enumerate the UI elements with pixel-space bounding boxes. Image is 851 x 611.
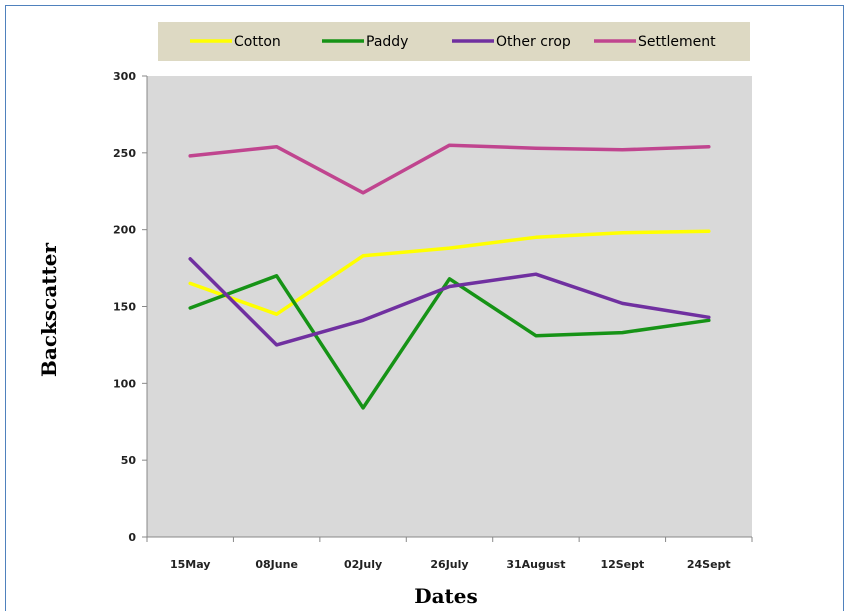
series-line-cotton bbox=[188, 229, 711, 316]
y-tick-label: 200 bbox=[113, 224, 136, 237]
x-axis-ticks: 15May 08June 02July 26July 31August 12Sept 24S… bbox=[146, 537, 753, 571]
y-tick-label: 100 bbox=[113, 377, 136, 390]
y-tick-label: 0 bbox=[128, 531, 136, 544]
x-tick-label: 24Sept bbox=[687, 558, 731, 571]
y-axis-title: Backscatter bbox=[37, 243, 61, 377]
series-line-other-crop bbox=[188, 257, 711, 347]
y-tick-label: 250 bbox=[113, 147, 136, 160]
x-tick-label: 12Sept bbox=[600, 558, 644, 571]
x-tick-label: 02July bbox=[344, 558, 382, 571]
x-tick-label: 26July bbox=[430, 558, 468, 571]
series-lines bbox=[188, 143, 711, 410]
x-axis-title: Dates bbox=[414, 584, 478, 608]
series-line-settlement bbox=[188, 143, 711, 195]
legend-label-other-crop: Other crop bbox=[496, 34, 571, 50]
y-tick-label: 150 bbox=[113, 301, 136, 314]
y-axis-ticks: 0 50 100 150 200 250 300 bbox=[113, 70, 147, 544]
x-tick-label: 08June bbox=[255, 558, 298, 571]
legend-label-cotton: Cotton bbox=[234, 34, 281, 50]
y-tick-label: 50 bbox=[121, 454, 137, 467]
legend-label-settlement: Settlement bbox=[638, 34, 716, 50]
y-tick-label: 300 bbox=[113, 70, 136, 83]
legend-label-paddy: Paddy bbox=[366, 34, 408, 50]
legend: Cotton Paddy Other crop Settlement bbox=[190, 34, 716, 50]
x-tick-label: 15May bbox=[170, 558, 211, 571]
series-line-paddy bbox=[188, 274, 711, 410]
x-tick-label: 31August bbox=[506, 558, 565, 571]
